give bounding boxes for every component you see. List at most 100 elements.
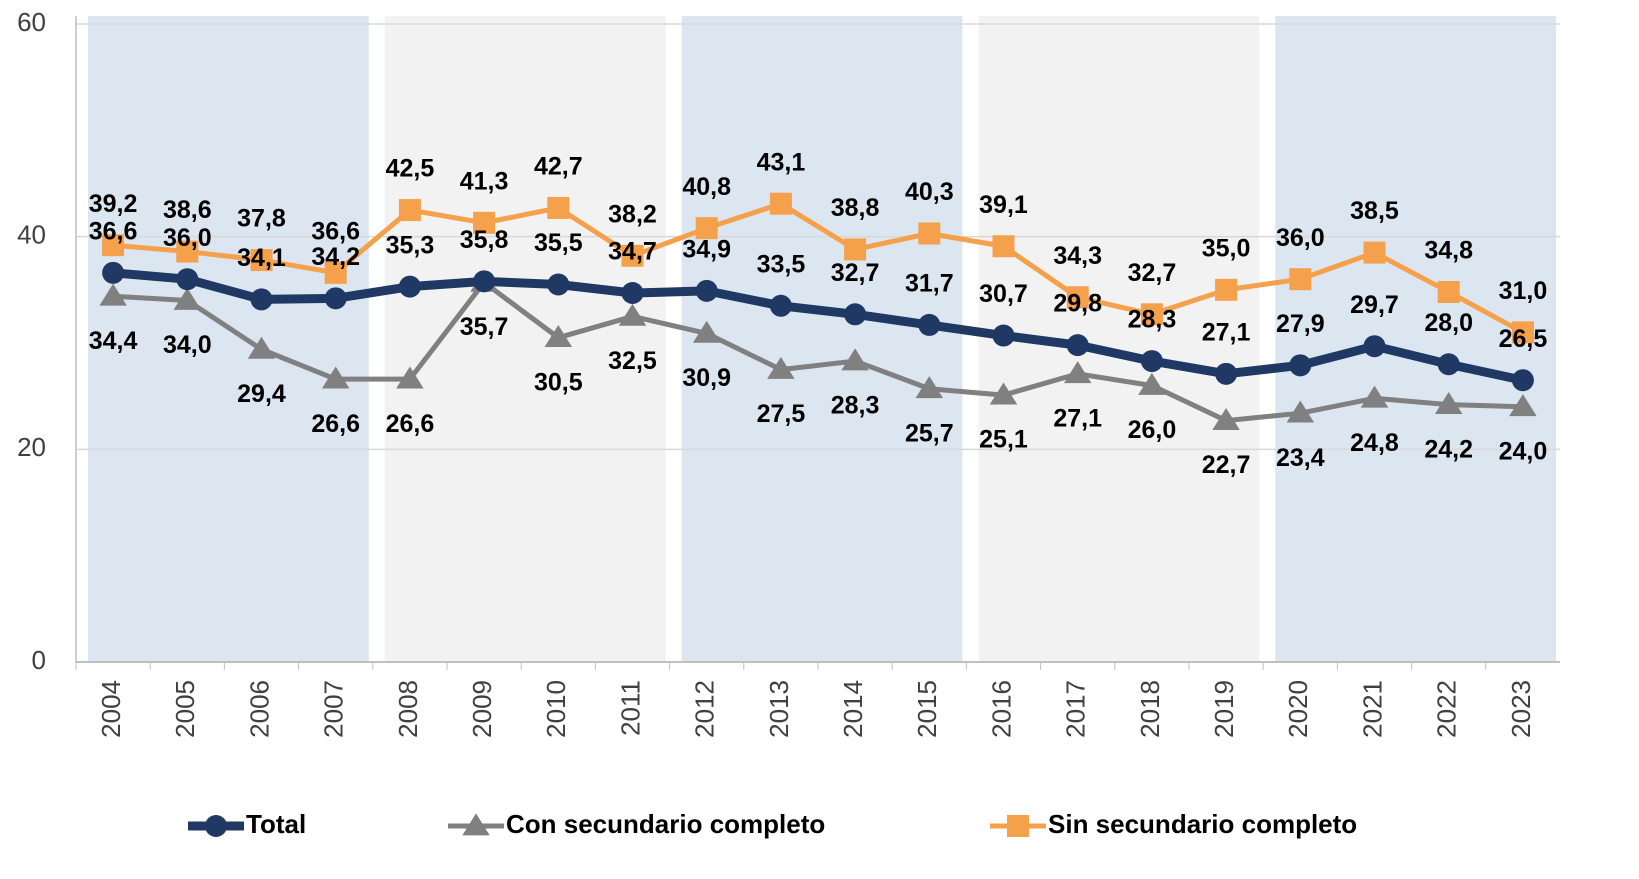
marker — [99, 283, 127, 306]
marker — [102, 234, 125, 257]
period-band — [88, 16, 369, 662]
data-label: 34,0 — [163, 331, 212, 359]
data-label: 26,5 — [1499, 325, 1548, 353]
data-label: 36,6 — [311, 217, 360, 245]
data-label: 30,9 — [682, 364, 731, 392]
marker — [918, 313, 941, 336]
marker — [1066, 286, 1089, 309]
legend-label: Con secundario completo — [506, 809, 825, 839]
marker — [1140, 350, 1163, 373]
data-label: 32,5 — [608, 347, 657, 375]
data-label: 33,5 — [757, 250, 806, 278]
data-label: 35,8 — [460, 226, 509, 254]
data-label: 25,1 — [979, 426, 1028, 454]
x-tick-label: 2023 — [1506, 680, 1536, 738]
x-tick-label: 2020 — [1283, 680, 1313, 738]
data-label: 40,3 — [905, 178, 954, 206]
marker — [250, 249, 273, 272]
data-label: 27,9 — [1276, 310, 1325, 338]
marker — [1509, 394, 1537, 417]
data-label: 32,7 — [831, 259, 880, 287]
y-tick-label: 0 — [32, 645, 46, 675]
marker — [398, 199, 421, 222]
data-label: 36,0 — [163, 224, 212, 252]
x-tick-label: 2012 — [690, 680, 720, 738]
marker — [1511, 369, 1534, 392]
data-label: 27,5 — [757, 400, 806, 428]
period-band — [681, 16, 963, 662]
data-label: 28,3 — [1128, 306, 1177, 334]
data-label: 42,7 — [534, 153, 583, 181]
data-label: 38,5 — [1350, 197, 1399, 225]
data-label: 28,0 — [1424, 309, 1473, 337]
marker — [547, 196, 570, 219]
series-line — [112, 201, 1525, 335]
data-label: 23,4 — [1276, 444, 1325, 472]
marker — [621, 282, 644, 305]
marker — [1511, 321, 1534, 344]
legend-marker — [1007, 815, 1029, 837]
data-label: 34,8 — [1424, 237, 1473, 265]
data-label: 26,0 — [1128, 416, 1177, 444]
x-tick-label: 2015 — [912, 680, 942, 738]
data-label: 26,6 — [311, 410, 360, 438]
marker — [621, 244, 644, 267]
x-tick-label: 2006 — [244, 680, 274, 738]
legend-label: Total — [246, 809, 306, 839]
data-label: 29,8 — [1053, 290, 1102, 318]
data-label: 34,1 — [237, 244, 286, 272]
data-label: 39,2 — [89, 190, 138, 218]
marker — [247, 336, 276, 359]
x-tick-label: 2021 — [1357, 680, 1387, 738]
marker — [1215, 362, 1238, 385]
marker — [1434, 392, 1463, 415]
marker — [695, 217, 718, 240]
marker — [692, 320, 721, 343]
x-tick-label: 2014 — [838, 680, 868, 738]
data-label: 31,0 — [1499, 277, 1548, 305]
data-label: 24,8 — [1350, 429, 1399, 457]
data-label: 39,1 — [979, 191, 1028, 219]
y-tick-label: 40 — [17, 220, 46, 250]
data-label: 29,4 — [237, 380, 286, 408]
marker — [1063, 361, 1092, 384]
marker — [1289, 354, 1312, 377]
data-label: 35,3 — [386, 231, 435, 259]
x-tick-label: 2009 — [467, 680, 497, 738]
x-tick-label: 2017 — [1061, 680, 1091, 738]
marker — [695, 279, 718, 302]
marker — [918, 222, 941, 245]
data-label: 34,2 — [311, 243, 360, 271]
data-label: 38,2 — [608, 200, 657, 228]
data-label: 40,8 — [682, 173, 731, 201]
marker — [547, 273, 570, 296]
marker — [396, 366, 424, 389]
marker — [1212, 407, 1240, 430]
x-tick-label: 2013 — [764, 680, 794, 738]
x-tick-label: 2018 — [1135, 680, 1165, 738]
marker — [324, 261, 347, 284]
marker — [844, 303, 867, 326]
data-label: 29,7 — [1350, 291, 1399, 319]
data-label: 34,4 — [89, 327, 138, 355]
legend-label: Sin secundario completo — [1048, 809, 1357, 839]
marker — [102, 261, 125, 284]
marker — [992, 324, 1015, 347]
data-label: 24,0 — [1499, 437, 1548, 465]
data-label: 30,7 — [979, 280, 1028, 308]
x-tick-label: 2004 — [96, 680, 126, 738]
marker — [915, 376, 944, 399]
data-label: 27,1 — [1053, 404, 1102, 432]
data-label: 31,7 — [905, 270, 954, 298]
marker — [1360, 385, 1389, 408]
x-tick-label: 2010 — [541, 680, 571, 738]
marker — [250, 288, 273, 311]
marker — [989, 382, 1018, 405]
marker — [844, 238, 867, 261]
data-label: 22,7 — [1202, 451, 1251, 479]
marker — [767, 356, 795, 379]
data-label: 36,0 — [1276, 224, 1325, 252]
data-label: 41,3 — [460, 167, 509, 195]
x-tick-label: 2008 — [393, 680, 423, 738]
series-line — [112, 268, 1524, 385]
